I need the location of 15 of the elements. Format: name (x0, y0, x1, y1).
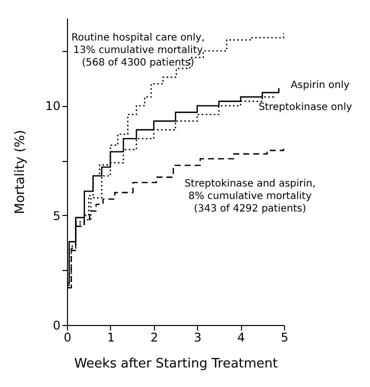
y-tick-label: 5 (52, 208, 60, 223)
y-axis-title: Mortality (%) (13, 130, 28, 214)
series-label: Streptokinase only (258, 102, 352, 113)
x-tick-label: 0 (64, 330, 72, 344)
x-tick-label: 4 (237, 330, 245, 344)
annotation: Streptokinase and aspirin, 8% cumulative mortality (343 of 4292 patients) (184, 178, 316, 214)
y-tick-label: 10 (45, 99, 60, 114)
y-tick-label: 0 (52, 318, 60, 332)
x-tick-label: 1 (107, 330, 115, 344)
series-label: Aspirin only (290, 80, 350, 92)
annotation: Routine hospital care only, 13% cumulative mortality (568 of 4300 patients) (71, 32, 205, 68)
x-tick-label: 3 (194, 330, 202, 344)
x-tick-label: 5 (280, 330, 288, 344)
x-axis-title: Weeks after Starting Treatment (74, 356, 278, 372)
x-tick-label: 2 (150, 330, 158, 344)
